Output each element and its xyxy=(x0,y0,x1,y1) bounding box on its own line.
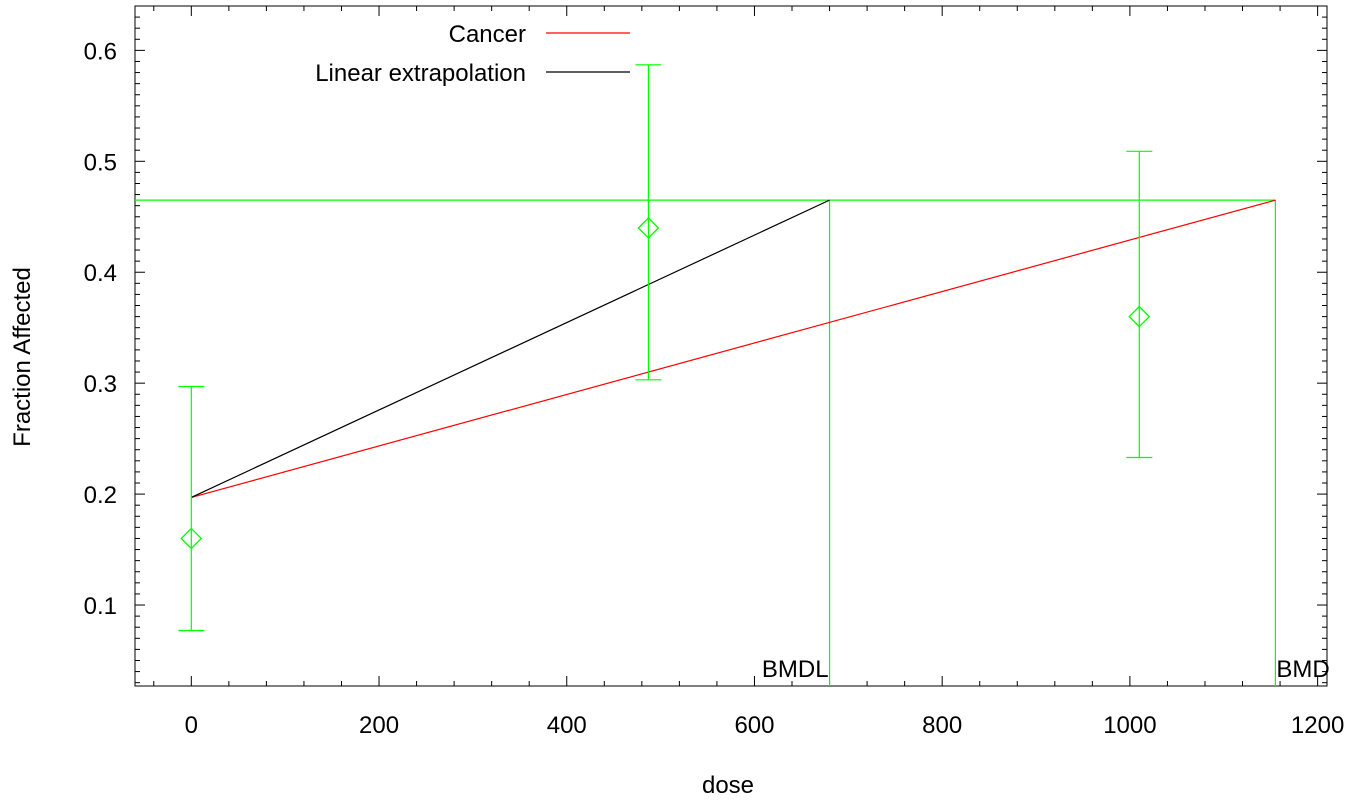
x-tick-label: 200 xyxy=(359,712,399,739)
data-point xyxy=(637,216,660,239)
x-tick-label: 600 xyxy=(734,712,774,739)
data-point xyxy=(1128,305,1151,328)
x-tick-label: 1200 xyxy=(1291,712,1344,739)
observation-points xyxy=(180,216,1151,550)
plot-area xyxy=(134,5,1328,687)
x-tick-label: 800 xyxy=(922,712,962,739)
axis-tick-labels: 0 200 400 600 800 1000 1200 0.1 0.2 0.3 0.4 0.5 0.6 xyxy=(84,38,1345,739)
observation-error-bars xyxy=(178,64,1153,632)
y-tick-label: 0.6 xyxy=(84,38,117,65)
marker-label-bmdl: BMDL xyxy=(762,656,829,683)
x-tick-label: 0 xyxy=(185,712,198,739)
series-line xyxy=(191,199,1276,498)
x-tick-label: 400 xyxy=(547,712,587,739)
y-tick-label: 0.3 xyxy=(84,371,117,398)
bmd-marker-labels: BMDL BMD xyxy=(762,656,1330,683)
legend-label: Linear extrapolation xyxy=(315,60,526,87)
bmr-reference-lines xyxy=(135,199,1276,686)
y-tick-label: 0.4 xyxy=(84,260,117,287)
y-tick-label: 0.5 xyxy=(84,149,117,176)
y-tick-label: 0.2 xyxy=(84,482,117,509)
plot-frame xyxy=(134,5,1328,687)
y-tick-label: 0.1 xyxy=(84,593,117,620)
legend-label: Cancer xyxy=(449,21,526,48)
axis-ticks xyxy=(135,6,1327,686)
x-tick-label: 1000 xyxy=(1103,712,1156,739)
x-axis-label: dose xyxy=(702,772,754,799)
data-point xyxy=(180,527,203,550)
y-axis-label: Fraction Affected xyxy=(9,267,36,447)
series-lines xyxy=(191,199,1276,498)
marker-label-bmd: BMD xyxy=(1276,656,1329,683)
legend: Cancer Linear extrapolation xyxy=(315,21,630,87)
series-line xyxy=(191,199,830,498)
